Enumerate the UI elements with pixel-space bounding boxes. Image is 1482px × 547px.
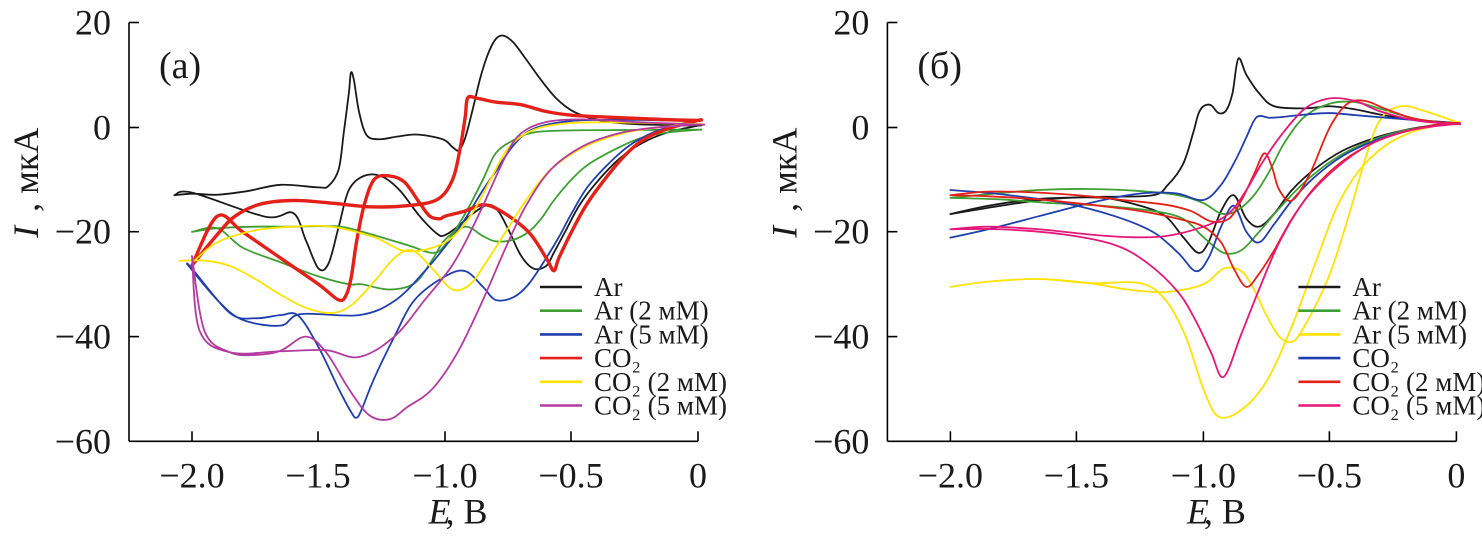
svg-text:(a): (a) [159, 45, 201, 87]
svg-text:0: 0 [1447, 455, 1465, 495]
svg-text:0: 0 [851, 108, 869, 148]
svg-text:−60: −60 [55, 421, 111, 461]
svg-text:(б): (б) [917, 45, 962, 87]
svg-text:−1.5: −1.5 [285, 455, 350, 495]
svg-text:0: 0 [93, 108, 111, 148]
svg-text:, мкА: , мкА [764, 128, 804, 212]
svg-text:−0.5: −0.5 [1297, 455, 1362, 495]
svg-text:−60: −60 [813, 421, 869, 461]
svg-text:−2.0: −2.0 [918, 455, 983, 495]
svg-text:, В: , В [446, 491, 488, 531]
svg-text:, В: , В [1204, 491, 1246, 531]
svg-text:20: 20 [833, 3, 869, 43]
svg-text:20: 20 [75, 3, 111, 43]
svg-text:−20: −20 [813, 212, 869, 252]
svg-text:−1.5: −1.5 [1044, 455, 1109, 495]
svg-text:−40: −40 [55, 317, 111, 357]
svg-text:−0.5: −0.5 [538, 455, 603, 495]
svg-text:−1.0: −1.0 [412, 455, 477, 495]
svg-text:, мкА: , мкА [6, 128, 46, 212]
svg-text:CO₂ (5 мМ): CO₂ (5 мМ) [594, 391, 727, 421]
svg-text:0: 0 [689, 455, 707, 495]
svg-text:CO₂ (5 мМ): CO₂ (5 мМ) [1352, 391, 1482, 421]
svg-text:−2.0: −2.0 [159, 455, 224, 495]
svg-text:I: I [764, 224, 804, 239]
svg-text:−1.0: −1.0 [1171, 455, 1236, 495]
svg-text:I: I [6, 224, 46, 239]
svg-text:−20: −20 [55, 212, 111, 252]
svg-text:−40: −40 [813, 317, 869, 357]
